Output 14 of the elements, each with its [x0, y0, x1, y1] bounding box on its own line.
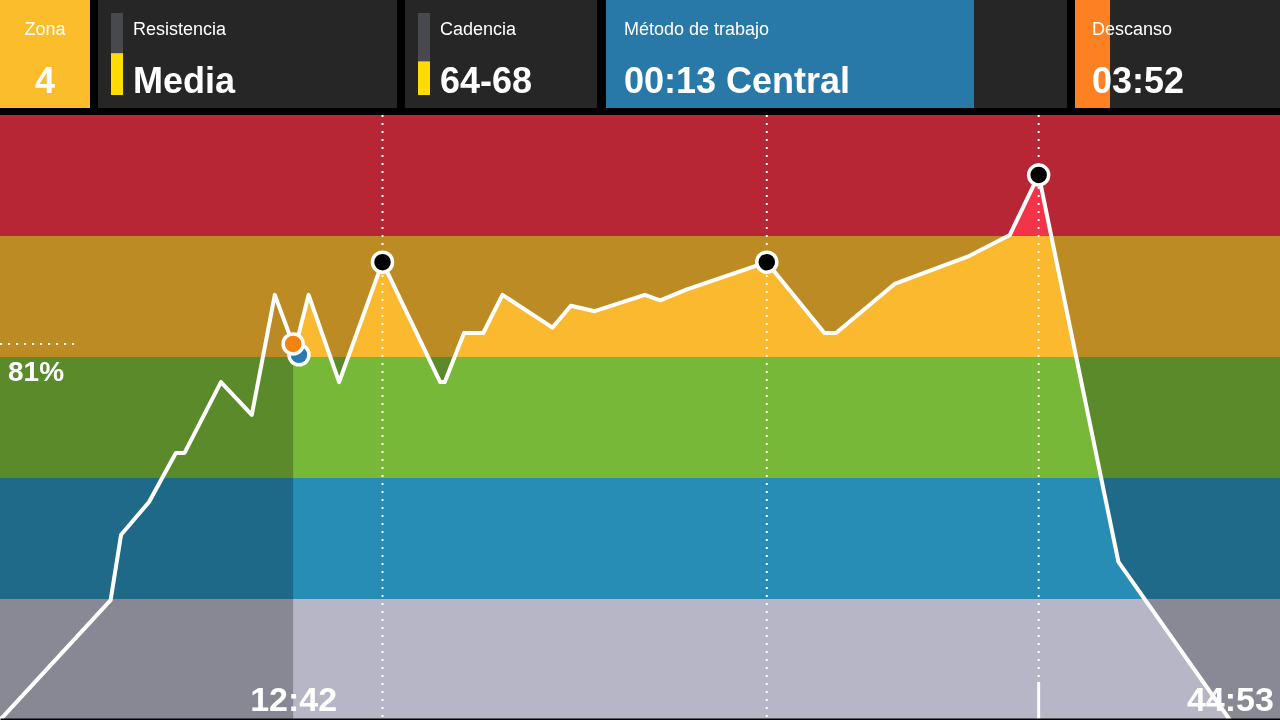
x-tick-label: 12:42 [250, 680, 338, 718]
annotation: 81% [8, 355, 65, 387]
point [370, 250, 395, 274]
point [281, 332, 305, 356]
point [755, 250, 779, 274]
text: 4 [34, 60, 56, 101]
text: Método de trabajo [624, 19, 770, 39]
text: Resistencia [133, 19, 228, 39]
text: 64-68 [440, 60, 533, 101]
text: Cadencia [440, 19, 518, 39]
point [1026, 163, 1051, 187]
text: Zona [24, 19, 67, 39]
text: Media [133, 60, 236, 101]
text: 00:13 Central [624, 60, 851, 101]
